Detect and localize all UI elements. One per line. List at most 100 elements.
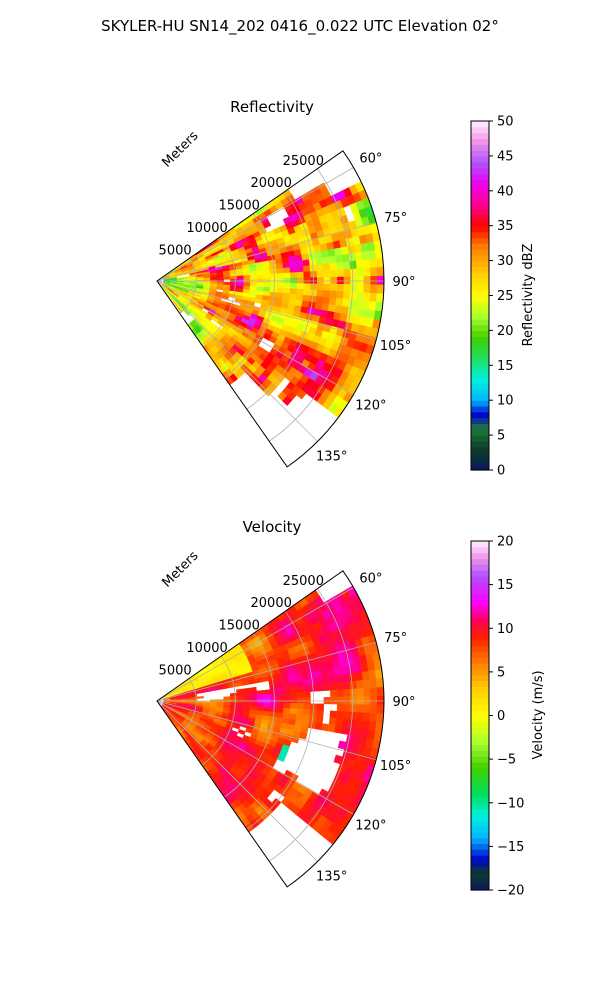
field-cell [316, 264, 324, 272]
colorbar-segment [471, 698, 489, 705]
colorbar-segment [471, 703, 489, 711]
colorbar-segment [471, 336, 489, 343]
colorbar-segment [471, 564, 489, 571]
field-cell [356, 260, 364, 270]
reflectivity-axis-ticks: 5000 10000 15000 20000 25000 60° 75° 90° 105° 120… [159, 152, 416, 465]
sector-outline [156, 150, 385, 468]
field-cell [263, 273, 271, 279]
colorbar-tick-label: −5 [497, 753, 516, 768]
field-cell [276, 282, 285, 289]
field-cell [376, 293, 384, 304]
field-cell [356, 292, 364, 302]
field-cell [327, 668, 336, 678]
field-cell [230, 282, 238, 286]
colorbar-segment [471, 307, 489, 314]
azimuth-spoke [156, 587, 354, 702]
colorbar-segment [471, 721, 489, 728]
field-cell [270, 693, 278, 699]
field-cell [362, 292, 371, 302]
field-cell [340, 305, 350, 315]
colorbar-segment [471, 634, 489, 641]
colorbar-segment [471, 686, 489, 693]
field-cell [350, 696, 358, 705]
field-cell [368, 250, 377, 260]
colorbar-segment [471, 126, 489, 134]
colorbar-segment [471, 272, 489, 279]
colorbar-segment [471, 773, 489, 781]
colorbar-tick-label: 50 [497, 115, 514, 130]
field-cell [349, 291, 358, 301]
colorbar-segment [471, 342, 489, 349]
field-cell [296, 691, 305, 699]
colorbar-segment [471, 674, 489, 682]
colorbar-segment [471, 231, 489, 238]
azimuth-tick-label: 75° [384, 631, 407, 646]
field-cell [336, 283, 345, 292]
colorbar-segment [471, 762, 489, 769]
field-cell [342, 291, 351, 300]
colorbar-segment [471, 599, 489, 606]
range-ring [246, 190, 314, 410]
colorbar-segment [471, 347, 489, 355]
field-cell [302, 679, 311, 687]
colorbar-segment [471, 878, 489, 885]
field-cell [289, 288, 298, 295]
field-cell [243, 702, 251, 707]
field-cell [290, 283, 298, 290]
field-cell [277, 753, 286, 763]
azimuth-spoke [156, 641, 377, 702]
colorbar-segment [471, 692, 489, 699]
field-cell [263, 689, 271, 695]
field-cell [376, 686, 385, 697]
field-cell [330, 283, 338, 292]
colorbar-segment [471, 435, 489, 442]
colorbar-segment [471, 587, 489, 594]
colorbar-segment [471, 464, 489, 471]
field-cell [276, 702, 285, 709]
colorbar-segment [471, 575, 489, 583]
field-cell [368, 721, 377, 731]
field-cell [276, 287, 284, 294]
colorbar-segment [471, 651, 489, 658]
colorbar-segment [471, 382, 489, 390]
field-cell [348, 672, 357, 682]
field-cell [337, 276, 345, 285]
field-cell [276, 688, 284, 694]
colorbar-segment [471, 826, 489, 833]
range-tick-label: 5000 [159, 244, 192, 259]
colorbar-segment [471, 225, 489, 233]
field-cell [283, 272, 291, 279]
colorbar-segment [471, 161, 489, 169]
field-cell [302, 259, 311, 267]
colorbar-segment [471, 657, 489, 664]
field-cell [361, 300, 370, 311]
field-cell [342, 711, 351, 720]
range-tick-label: 20000 [251, 596, 292, 611]
colorbar-tick-label: 15 [497, 578, 514, 593]
field-cell [314, 671, 323, 679]
field-cell [316, 703, 325, 711]
colorbar-segment [471, 802, 489, 810]
field-cell [329, 262, 338, 271]
velocity-panel: Velocity 5000 10000 15000 20000 25000 60° 75° 9… [156, 518, 546, 899]
colorbar-segment [471, 458, 489, 465]
field-cell [276, 268, 284, 274]
figure-title: SKYLER-HU SN14_202 0416_0.022 UTC Elevat… [101, 17, 499, 36]
field-cell [263, 282, 271, 288]
field-cell [289, 708, 298, 715]
field-cell [296, 389, 307, 400]
field-cell [361, 720, 370, 731]
field-cell [256, 694, 265, 700]
colorbar-segment [471, 406, 489, 413]
field-cell [334, 725, 343, 734]
colorbar-segment [471, 301, 489, 308]
field-cell [328, 297, 337, 306]
field-cell [296, 703, 305, 710]
field-cell [283, 692, 291, 699]
colorbar-segment [471, 132, 489, 140]
colorbar-segment [471, 202, 489, 209]
colorbar-segment [471, 254, 489, 262]
field-cell [283, 702, 291, 709]
field-cell [377, 275, 385, 286]
